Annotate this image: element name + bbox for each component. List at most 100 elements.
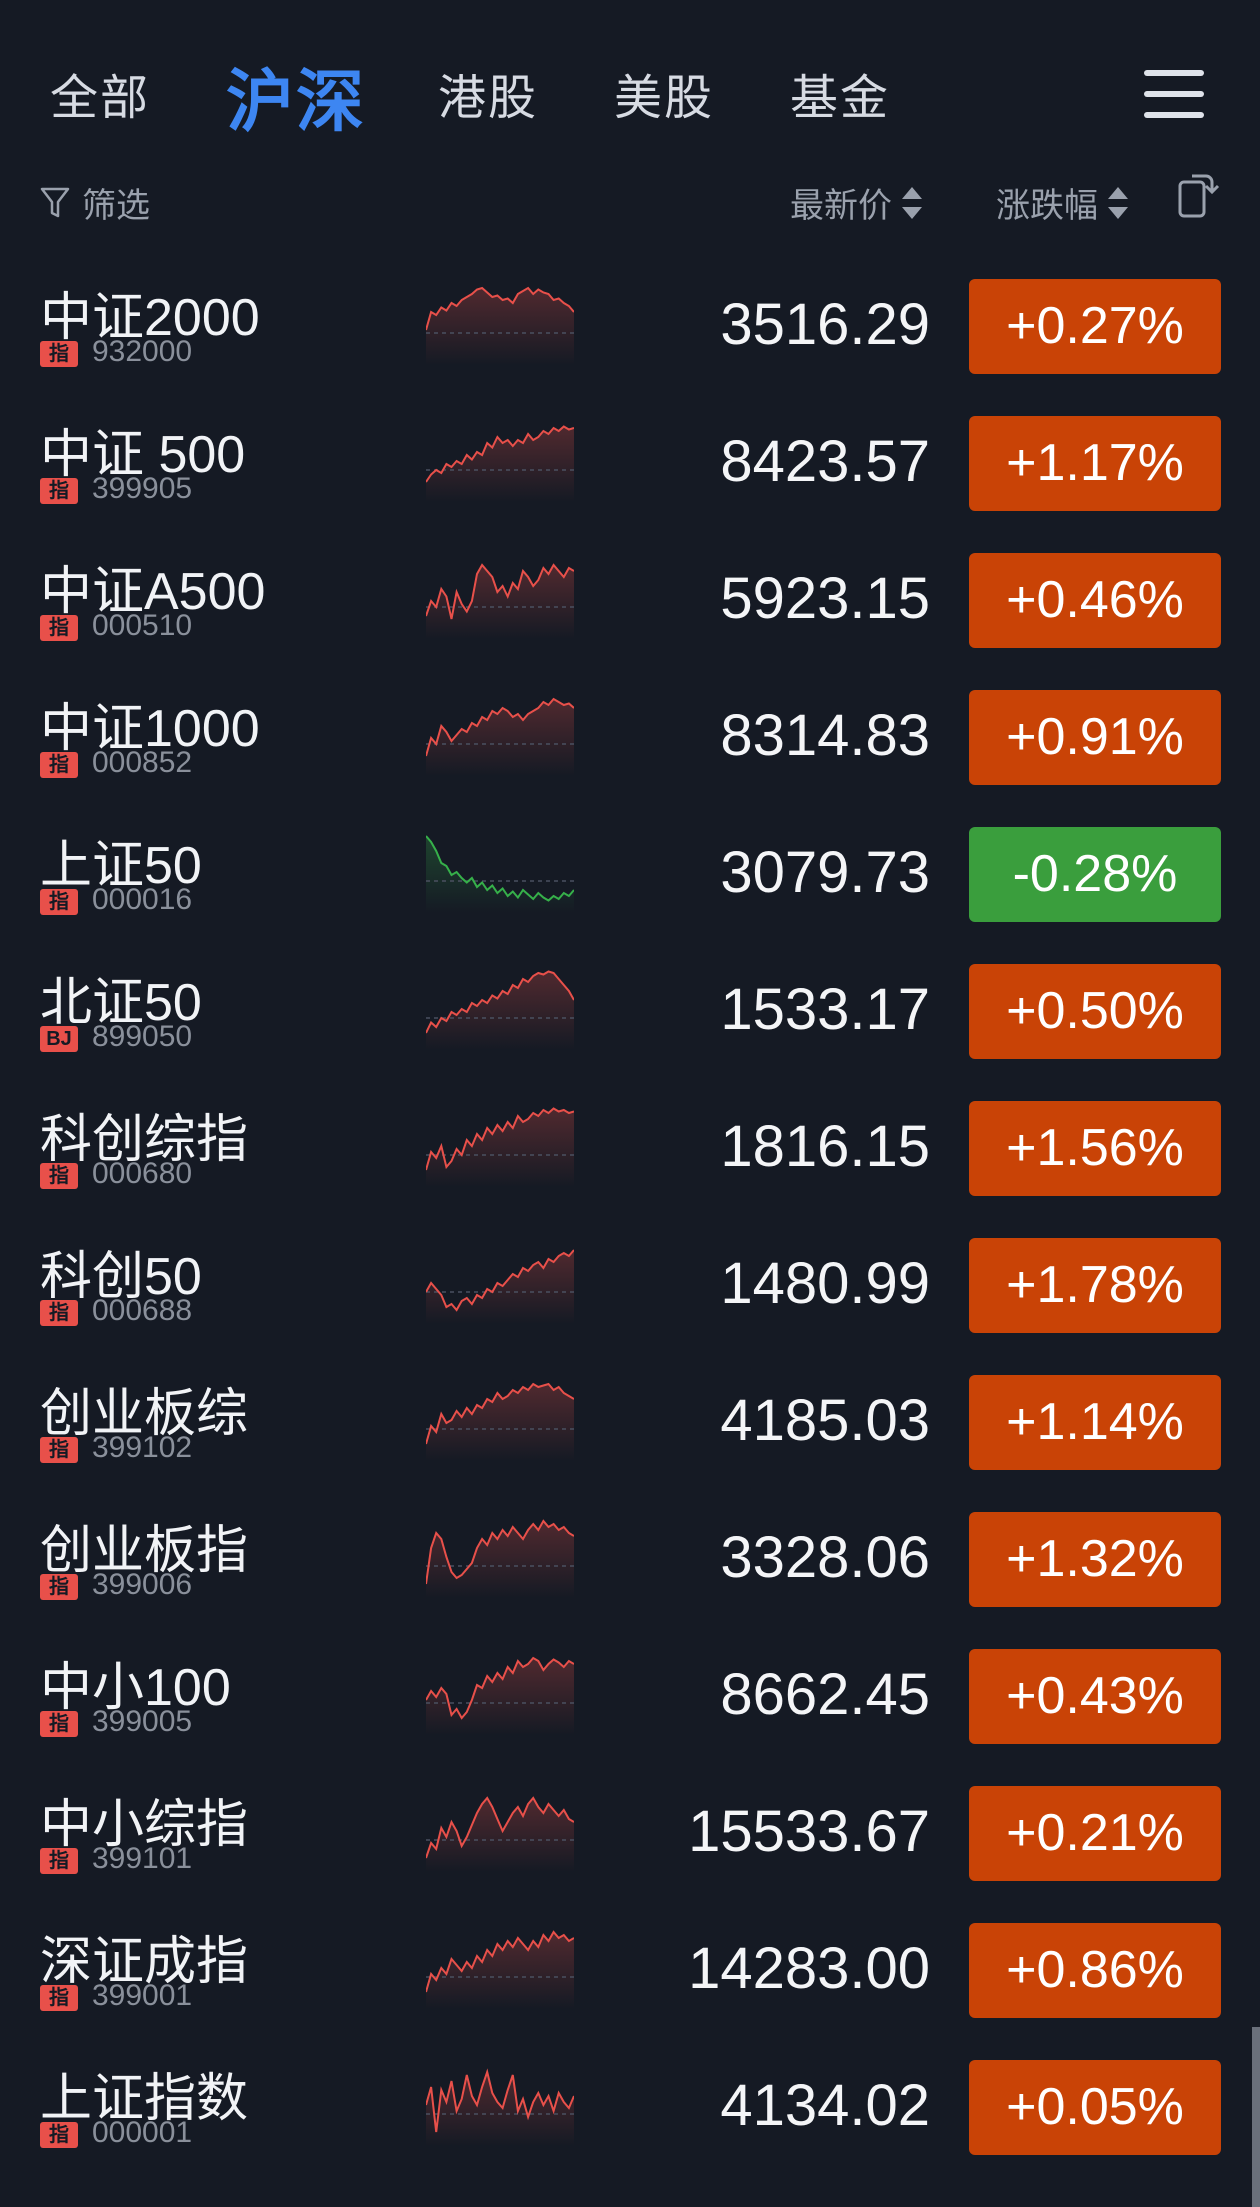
change-percent-badge[interactable]: +0.91% <box>969 690 1221 785</box>
change-percent-badge[interactable]: +1.17% <box>969 416 1221 511</box>
sparkline-path <box>426 835 574 902</box>
change-percent-badge[interactable]: +0.05% <box>969 2060 1221 2155</box>
index-name: 上证50 <box>40 837 202 895</box>
change-percent-badge[interactable]: -0.28% <box>969 827 1221 922</box>
sparkline-path <box>426 425 574 483</box>
filter-bar: 筛选 最新价 涨跌幅 <box>0 170 1260 230</box>
sparkline-path <box>426 970 574 1034</box>
index-code: 000852 <box>92 746 193 779</box>
latest-price: 8314.83 <box>720 703 930 768</box>
market-tag: 指 <box>40 752 78 778</box>
quote-row[interactable]: 创业板指指 399006 3328.06 +1.32% <box>0 1488 1260 1625</box>
hamburger-menu-icon[interactable] <box>1144 70 1204 122</box>
intraday-sparkline <box>426 1382 574 1461</box>
index-name: 中证1000 <box>40 700 260 758</box>
market-tag: 指 <box>40 1848 78 1874</box>
sparkline-area <box>426 565 574 639</box>
index-code: 399101 <box>92 1842 193 1875</box>
sort-by-price[interactable]: 最新价 <box>790 178 922 227</box>
change-percent-badge[interactable]: +1.56% <box>969 1101 1221 1196</box>
index-code: 000680 <box>92 1157 193 1190</box>
quote-row[interactable]: 上证指数指 000001 4134.02 +0.05% <box>0 2036 1260 2173</box>
tab-hk[interactable]: 港股 <box>438 72 539 125</box>
tab-fund[interactable]: 基金 <box>790 72 891 125</box>
index-name: 中小综指 <box>40 1796 249 1854</box>
market-tab-bar: 全部 沪深 港股 美股 基金 <box>0 0 1260 175</box>
quote-row[interactable]: 中小综指指 399101 15533.67 +0.21% <box>0 1762 1260 1899</box>
sparkline-area <box>426 1384 574 1461</box>
intraday-sparkline <box>426 286 574 365</box>
index-code: 899050 <box>92 1020 193 1053</box>
intraday-sparkline <box>426 2068 574 2146</box>
sparkline-area <box>426 1521 574 1598</box>
intraday-sparkline <box>426 1930 574 2009</box>
quote-row[interactable]: 中证 500 指 399905 8423.57 +1.17% <box>0 392 1260 529</box>
intraday-sparkline <box>426 563 574 639</box>
tab-all[interactable]: 全部 <box>50 72 151 125</box>
index-name: 中小100 <box>40 1659 231 1717</box>
scrollbar[interactable] <box>1252 2027 1260 2207</box>
change-percent-badge[interactable]: +1.32% <box>969 1512 1221 1607</box>
sort-by-change[interactable]: 涨跌幅 <box>996 178 1128 227</box>
quote-row[interactable]: 中证2000 指 932000 3516.29 +0.27% <box>0 255 1260 392</box>
tab-hushen[interactable]: 沪深 <box>226 64 367 140</box>
quote-row[interactable]: 科创50 指 000688 1480.99 +1.78% <box>0 1214 1260 1351</box>
market-tag: 指 <box>40 1574 78 1600</box>
index-name: 创业板综 <box>40 1385 249 1443</box>
change-percent-badge[interactable]: +1.78% <box>969 1238 1221 1333</box>
quote-row[interactable]: 科创综指指 000680 1816.15 +1.56% <box>0 1077 1260 1214</box>
sparkline-area <box>426 971 574 1050</box>
quote-row[interactable]: 创业板综指 399102 4185.03 +1.14% <box>0 1351 1260 1488</box>
filter-icon <box>40 187 70 217</box>
latest-price: 8423.57 <box>720 429 930 494</box>
change-percent-badge[interactable]: +0.50% <box>969 964 1221 1059</box>
sparkline-path <box>426 1930 574 1993</box>
sparkline-area <box>426 426 574 502</box>
index-code: 000001 <box>92 2116 193 2149</box>
sparkline-area <box>426 1798 574 1872</box>
sparkline-area <box>426 699 574 776</box>
sparkline-path <box>426 1519 574 1585</box>
index-name: 上证指数 <box>40 2070 249 2128</box>
latest-price: 3328.06 <box>720 1525 930 1590</box>
quote-row[interactable]: 中证A500 指 000510 5923.15 +0.46% <box>0 529 1260 666</box>
change-percent-badge[interactable]: +1.14% <box>969 1375 1221 1470</box>
tab-us[interactable]: 美股 <box>614 72 715 125</box>
sparkline-path <box>426 1107 574 1171</box>
change-percent-badge[interactable]: +0.27% <box>969 279 1221 374</box>
change-percent-badge[interactable]: +0.21% <box>969 1786 1221 1881</box>
quote-row[interactable]: 中证1000 指 000852 8314.83 +0.91% <box>0 666 1260 803</box>
index-name: 科创50 <box>40 1248 202 1306</box>
index-code: 399905 <box>92 472 193 505</box>
sparkline-path <box>426 1382 574 1445</box>
filter-button[interactable]: 筛选 <box>40 178 150 227</box>
sparkline-path <box>426 563 574 620</box>
market-tag: 指 <box>40 478 78 504</box>
sparkline-area <box>426 288 574 365</box>
index-name: 北证50 <box>40 974 202 1032</box>
price-header-label: 最新价 <box>790 187 892 225</box>
sparkline-path <box>426 1656 574 1720</box>
index-name: 创业板指 <box>40 1522 249 1580</box>
market-tag: 指 <box>40 615 78 641</box>
market-tag: 指 <box>40 889 78 915</box>
sparkline-area <box>426 2072 574 2146</box>
rotate-screen-icon[interactable] <box>1176 170 1224 222</box>
quote-row[interactable]: 深证成指指 399001 14283.00 +0.86% <box>0 1899 1260 2036</box>
quote-row[interactable]: 中小100 指 399005 8662.45 +0.43% <box>0 1625 1260 1762</box>
latest-price: 8662.45 <box>720 1662 930 1727</box>
latest-price: 4134.02 <box>720 2073 930 2138</box>
intraday-sparkline <box>426 1519 574 1598</box>
quote-row[interactable]: 上证50 指 000016 3079.73 -0.28% <box>0 803 1260 940</box>
sparkline-path <box>426 1249 574 1312</box>
filter-label: 筛选 <box>82 187 150 225</box>
quote-row[interactable]: 北证50 BJ 899050 1533.17 +0.50% <box>0 940 1260 1077</box>
sparkline-area <box>426 836 574 913</box>
change-percent-badge[interactable]: +0.86% <box>969 1923 1221 2018</box>
index-name: 深证成指 <box>40 1933 249 1991</box>
change-percent-badge[interactable]: +0.43% <box>969 1649 1221 1744</box>
sparkline-path <box>426 1796 574 1859</box>
index-code: 399006 <box>92 1568 193 1601</box>
change-percent-badge[interactable]: +0.46% <box>969 553 1221 648</box>
change-header-label: 涨跌幅 <box>996 187 1098 225</box>
